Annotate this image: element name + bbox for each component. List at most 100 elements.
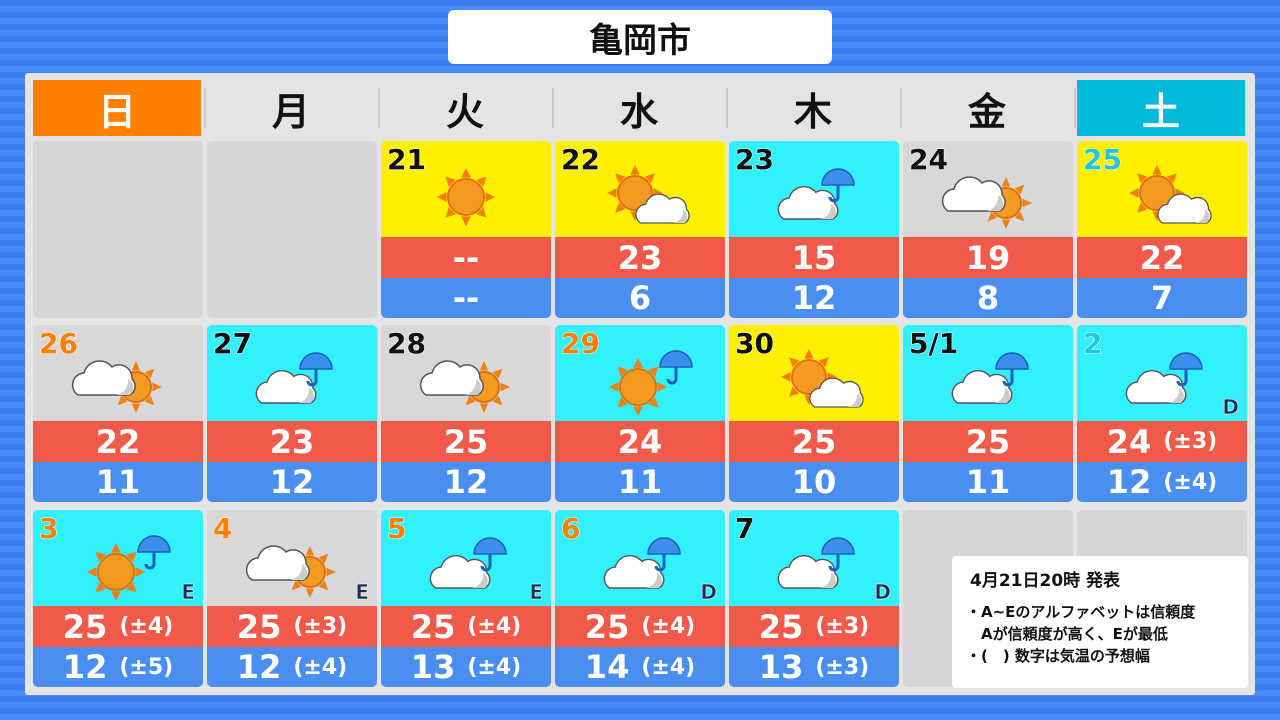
weather-area: 28	[381, 325, 551, 421]
high-temp: --	[381, 237, 551, 278]
low-value: 14	[584, 648, 630, 686]
high-value: 25	[758, 607, 804, 646]
high-value: 25	[584, 607, 630, 646]
day-cell: 29 24 11	[555, 325, 725, 502]
low-temp: 11	[33, 462, 203, 502]
high-value: 15	[791, 238, 837, 277]
day-cell: 23 15 12	[729, 141, 899, 318]
weekday-header: 土	[1077, 80, 1245, 136]
high-range: (±3)	[815, 614, 870, 639]
cloud-sun-icon	[71, 360, 162, 413]
weather-area: 30	[729, 325, 899, 421]
weather-area: 25	[1077, 141, 1247, 237]
day-cell: 25 22 7	[1077, 141, 1247, 318]
cloud-sun-icon	[419, 360, 510, 413]
confidence-label: D	[874, 580, 891, 605]
date-label: 22	[561, 143, 601, 177]
high-temp: 25 (±4)	[33, 606, 203, 647]
day-cell: 2 D 24 (±3) 12 (±4)	[1077, 325, 1247, 502]
sun-rain-icon	[609, 350, 693, 416]
header-divider	[900, 88, 902, 128]
high-temp: 23	[207, 421, 377, 462]
high-value: --	[452, 238, 480, 277]
low-temp: 12 (±4)	[1077, 462, 1247, 502]
cloud-rain-icon	[429, 537, 507, 589]
date-label: 29	[561, 327, 601, 361]
cloud-rain-icon	[255, 352, 333, 404]
day-cell: 3 E 25 (±4) 12 (±5)	[33, 510, 203, 687]
high-temp: 25 (±3)	[729, 606, 899, 647]
low-value: 10	[791, 463, 837, 501]
low-temp: 12 (±4)	[207, 647, 377, 687]
date-label: 7	[734, 512, 755, 546]
weather-area: 23	[729, 141, 899, 237]
low-temp: 13 (±3)	[729, 647, 899, 687]
sun-cloud-icon	[781, 349, 864, 408]
day-cell: 22 23 6	[555, 141, 725, 318]
weather-area: 22	[555, 141, 725, 237]
low-temp: 6	[555, 278, 725, 318]
date-label: 6	[560, 512, 581, 546]
confidence-label: D	[700, 580, 717, 605]
date-label: 26	[39, 327, 79, 361]
low-temp: 8	[903, 278, 1073, 318]
empty-cell	[207, 141, 377, 318]
day-cell: 26 22 11	[33, 325, 203, 502]
header-divider	[552, 88, 554, 128]
weather-area: 4 E	[207, 510, 377, 606]
high-temp: 24 (±3)	[1077, 421, 1247, 462]
date-label: 5	[386, 512, 407, 546]
high-temp: 25 (±4)	[555, 606, 725, 647]
weather-area: 5 E	[381, 510, 551, 606]
sun-icon	[437, 168, 495, 226]
date-label: 23	[735, 143, 775, 177]
high-temp: 22	[1077, 237, 1247, 278]
confidence-label: D	[1222, 395, 1239, 420]
high-value: 25	[62, 607, 108, 646]
day-cell: 5/1 25 11	[903, 325, 1073, 502]
high-temp: 19	[903, 237, 1073, 278]
date-label: 27	[213, 327, 253, 361]
low-temp: 7	[1077, 278, 1247, 318]
header-divider	[726, 88, 728, 128]
header-divider	[204, 88, 206, 128]
weather-area: 24	[903, 141, 1073, 237]
low-temp: 10	[729, 462, 899, 502]
date-label: 30	[735, 327, 775, 361]
header-divider	[378, 88, 380, 128]
weather-area: 5/1	[903, 325, 1073, 421]
weekday-header: 木	[793, 89, 832, 134]
day-cell: 21 -- --	[381, 141, 551, 318]
low-temp: --	[381, 278, 551, 318]
low-temp: 12 (±5)	[33, 647, 203, 687]
low-value: 6	[628, 279, 652, 317]
low-value: 7	[1150, 279, 1174, 317]
high-range: (±4)	[119, 614, 174, 639]
weather-area: 3 E	[33, 510, 203, 606]
high-temp: 25	[903, 421, 1073, 462]
low-value: 11	[965, 463, 1011, 501]
low-range: (±4)	[293, 654, 348, 680]
low-temp: 11	[555, 462, 725, 502]
cloud-sun-icon	[941, 176, 1032, 229]
low-temp: 11	[903, 462, 1073, 502]
low-range: (±4)	[1163, 469, 1218, 495]
low-range: (±5)	[119, 654, 174, 680]
high-temp: 25	[729, 421, 899, 462]
weekday-header: 金	[967, 89, 1006, 134]
low-value: 12	[791, 279, 837, 317]
high-temp: 25 (±4)	[381, 606, 551, 647]
low-value: 12	[269, 463, 315, 501]
day-cell: 4 E 25 (±3) 12 (±4)	[207, 510, 377, 687]
weekday-header: 火	[445, 89, 484, 134]
high-value: 25	[791, 422, 837, 461]
high-value: 25	[443, 422, 489, 461]
low-temp: 12	[381, 462, 551, 502]
low-range: (±4)	[641, 654, 696, 680]
high-temp: 25	[381, 421, 551, 462]
cloud-sun-icon	[245, 545, 336, 598]
low-temp: 14 (±4)	[555, 647, 725, 687]
day-cell: 24 19 8	[903, 141, 1073, 318]
low-range: (±3)	[815, 654, 870, 680]
low-range: (±4)	[467, 654, 522, 680]
